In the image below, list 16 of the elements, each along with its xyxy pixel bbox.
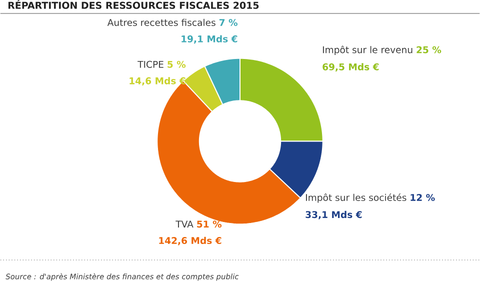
slice-label: Impôt sur le revenu [322, 46, 412, 56]
text: 33,1 Mds € [306, 211, 362, 220]
text: 19,1 Mds € [182, 35, 238, 44]
slice-label: Impôt sur les sociétés [306, 194, 406, 203]
data-label: 5 % [168, 60, 186, 68]
slice-label: TVA [176, 220, 194, 228]
slice-label: TICPE [138, 60, 164, 68]
text: 142,6 Mds € [159, 236, 222, 246]
text: 69,5 Mds € [322, 63, 379, 72]
chart-title: RÉPARTITION DES RESSOURCES FISCALES 2015 [8, 0, 259, 10]
slice-label: Autres recettes fiscales [107, 18, 216, 26]
data-label: 51 % [197, 220, 222, 228]
text: 14,6 Mds € [130, 77, 186, 86]
data-label: 7 % [219, 19, 238, 26]
data-label: 12 % [410, 194, 435, 202]
data-label: 25 % [416, 46, 442, 54]
